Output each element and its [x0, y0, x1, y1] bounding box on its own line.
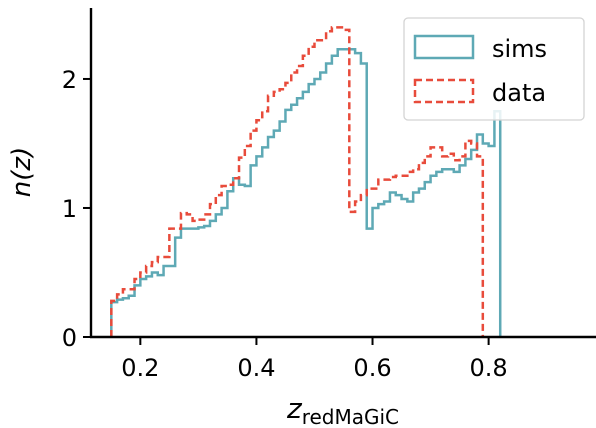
- legend-swatch-sims: [413, 34, 475, 60]
- legend: sims data: [403, 17, 585, 121]
- y-tick-label: 1: [62, 195, 77, 223]
- legend-label-data: data: [492, 79, 546, 107]
- legend-frame: [403, 17, 585, 121]
- x-tick-label: 0.4: [237, 354, 275, 382]
- x-tick-label: 0.8: [470, 354, 508, 382]
- series-layer: [110, 26, 502, 337]
- x-axis-label-main: z: [286, 392, 303, 425]
- series-sims-step: [110, 48, 502, 337]
- x-tick-label: 0.2: [121, 354, 159, 382]
- axes-layer: [89, 8, 596, 339]
- x-axis-label: zredMaGiC: [286, 392, 399, 428]
- y-tick-label: 2: [62, 66, 77, 94]
- legend-swatch-data: [413, 78, 475, 104]
- x-tick-label: 0.6: [353, 354, 391, 382]
- y-axis-label: n(z): [7, 147, 37, 197]
- series-data-step: [110, 26, 485, 337]
- ticks-layer: 0.2 0.4 0.6 0.8 0 1 2: [62, 66, 508, 382]
- y-tick-label: 0: [62, 324, 77, 352]
- legend-label-sims: sims: [492, 35, 547, 63]
- x-axis-label-subscript: redMaGiC: [302, 405, 399, 428]
